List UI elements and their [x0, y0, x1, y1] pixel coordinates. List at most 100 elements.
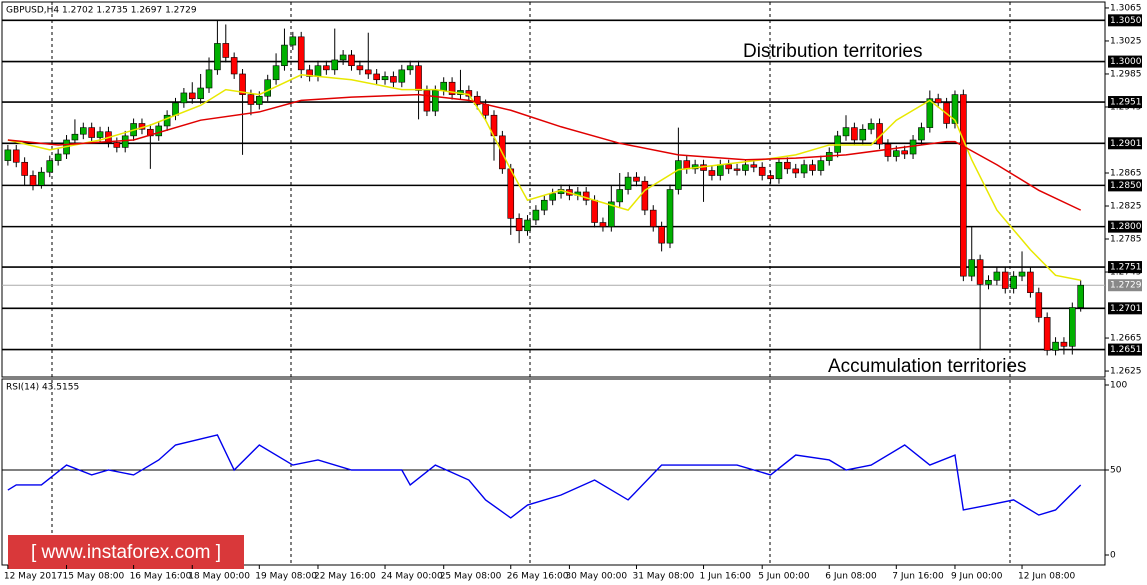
- candle-body: [71, 133, 79, 141]
- candle-body: [482, 104, 489, 116]
- candle-body: [373, 73, 380, 81]
- candle-body: [624, 176, 632, 190]
- candle-body: [1018, 271, 1026, 277]
- candle-body: [716, 164, 724, 176]
- candle-body: [80, 127, 87, 135]
- candle-body: [658, 226, 665, 244]
- candle-body: [155, 125, 163, 137]
- candle-body: [549, 193, 556, 201]
- candle-body: [256, 95, 263, 105]
- x-tick-label: 25 May 08:00: [440, 572, 502, 582]
- candle-body: [1052, 341, 1059, 351]
- candle-body: [960, 94, 967, 277]
- candle-body: [867, 123, 875, 130]
- y-tick-label: 1.2785: [1110, 235, 1142, 245]
- level-box: [1108, 302, 1142, 315]
- candle-body: [113, 142, 121, 148]
- candle-body: [733, 168, 741, 171]
- candle-body: [180, 92, 188, 104]
- candle-body: [918, 127, 925, 141]
- candle-body: [314, 65, 322, 77]
- x-tick-label: 18 May 00:00: [188, 572, 250, 582]
- candle-body: [893, 150, 900, 157]
- watermark-box: [8, 535, 244, 569]
- current-price-box: [1108, 279, 1142, 292]
- x-tick-label: 9 Jun 00:00: [951, 572, 1003, 582]
- symbol-header: GBPUSD,H4 1.2702 1.2735 1.2697 1.2729: [6, 6, 197, 16]
- candle-body: [29, 175, 37, 186]
- candle-body: [12, 149, 20, 163]
- candle-body: [1060, 341, 1068, 347]
- candle-body: [934, 98, 942, 104]
- candle-body: [800, 164, 808, 174]
- marks: [2, 19, 1105, 519]
- level-box: [1108, 343, 1142, 356]
- level-label: 1.3050: [1110, 16, 1142, 26]
- x-tick-label: 5 Jun 00:00: [758, 572, 810, 582]
- candle-body: [775, 161, 783, 180]
- candle-body: [364, 69, 372, 75]
- candle-body: [448, 81, 456, 95]
- candle-body: [406, 65, 414, 71]
- y-tick-label: 1.3065: [1110, 3, 1142, 13]
- y-tick-label: 1.2825: [1110, 202, 1142, 212]
- candle-body: [993, 271, 1001, 281]
- candle-body: [356, 65, 364, 71]
- candle-body: [197, 87, 204, 100]
- candle-body: [842, 127, 850, 137]
- candle-body: [297, 36, 305, 71]
- candle-body: [247, 94, 255, 105]
- candle-body: [272, 65, 280, 81]
- x-tick-label: 31 May 08:00: [632, 572, 694, 582]
- y-tick-label: 1.2665: [1110, 334, 1142, 344]
- level-label: 1.2901: [1110, 139, 1142, 149]
- y-tick-label: 1.2865: [1110, 168, 1142, 178]
- separators: [51, 2, 1011, 565]
- x-tick-label: 6 Jun 08:00: [825, 572, 877, 582]
- annotation: Distribution territories: [743, 41, 923, 62]
- x-tick-label: 7 Jun 16:00: [892, 572, 944, 582]
- candle-body: [976, 259, 984, 285]
- candle-body: [1077, 284, 1084, 308]
- moving-average: [7, 93, 1082, 211]
- candle-body: [96, 131, 104, 138]
- level-label: 1.2951: [1110, 98, 1142, 108]
- candle-body: [88, 127, 95, 138]
- y-tick-label: 1.2625: [1110, 367, 1142, 377]
- candle-body: [348, 54, 355, 67]
- level-box: [1108, 14, 1142, 27]
- candle-body: [633, 176, 640, 182]
- level-box: [1108, 137, 1142, 150]
- candle-body: [423, 90, 431, 112]
- candle-body: [926, 98, 934, 128]
- candle-body: [222, 43, 230, 58]
- level-label: 1.3000: [1110, 57, 1142, 67]
- level-box: [1108, 220, 1142, 233]
- candle-body: [1010, 275, 1017, 289]
- x-tick-label: 12 May 2017: [4, 572, 63, 582]
- level-box: [1108, 96, 1142, 109]
- candle-body: [147, 128, 154, 137]
- candle-body: [599, 222, 607, 227]
- candle-body: [532, 209, 540, 221]
- candle-body: [281, 44, 288, 67]
- candle-body: [21, 161, 28, 176]
- candle-body: [985, 279, 992, 285]
- candle-body: [616, 189, 624, 203]
- level-label: 1.2651: [1110, 345, 1142, 355]
- candle-body: [641, 180, 649, 211]
- candle-body: [46, 160, 54, 173]
- candle-body: [1069, 307, 1076, 347]
- candle-body: [54, 153, 62, 161]
- candle-body: [306, 69, 313, 77]
- candle-body: [172, 102, 179, 116]
- candle-body: [524, 219, 531, 232]
- candle-body: [38, 171, 45, 186]
- candle-body: [440, 81, 448, 91]
- rsi-tick-label: 0: [1110, 551, 1116, 561]
- candle-body: [540, 199, 548, 211]
- candle-body: [809, 164, 816, 171]
- candle-body: [851, 127, 858, 141]
- x-tick-label: 22 May 16:00: [314, 572, 376, 582]
